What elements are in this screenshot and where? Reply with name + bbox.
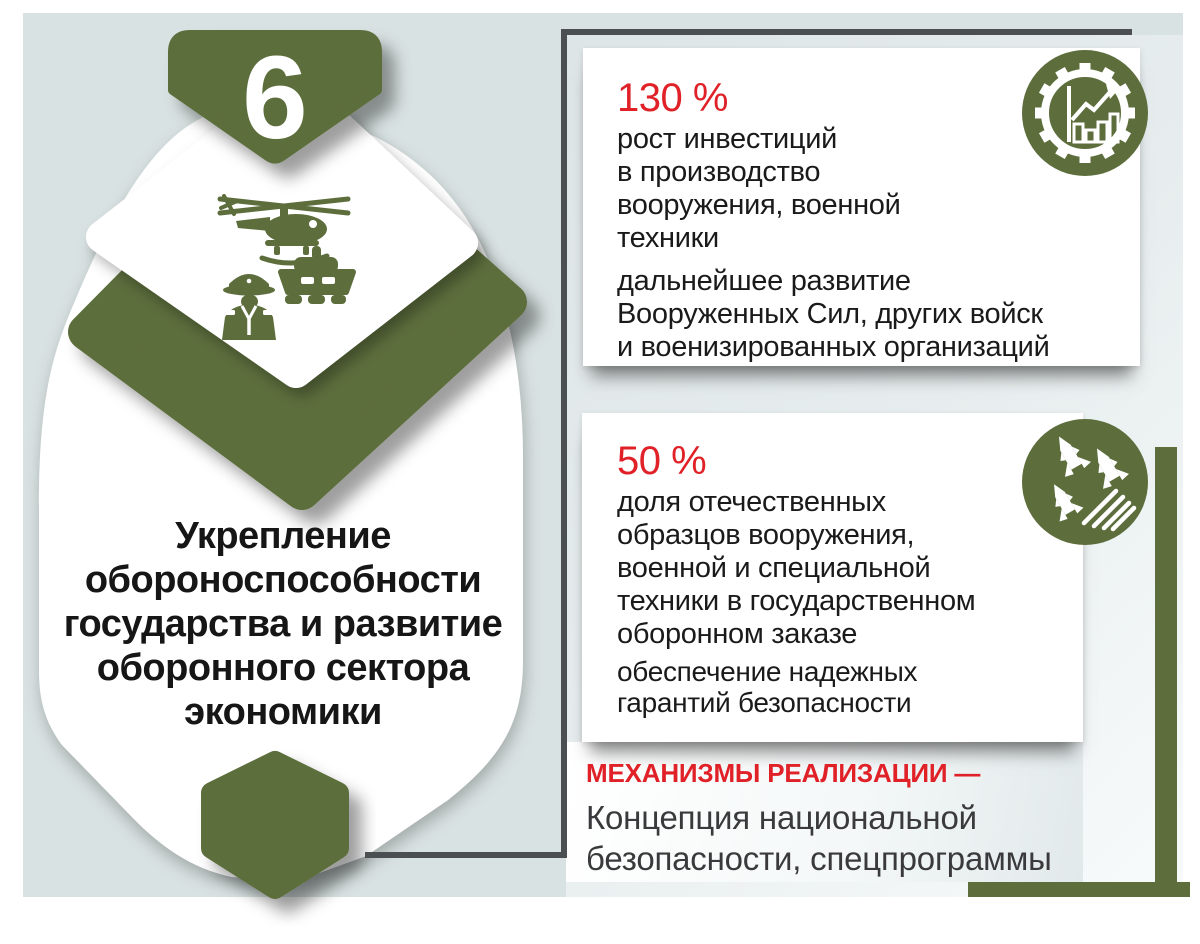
stat-line: вооружения, военной xyxy=(617,189,901,221)
footer-line: Концепция национальной xyxy=(586,799,977,836)
stat-line: в производство xyxy=(617,156,821,188)
stat-line: техники в государственном xyxy=(617,585,976,617)
desc-line: обеспечение надежных xyxy=(617,656,918,687)
title-line: обороноспособности xyxy=(84,559,482,601)
desc-line: дальнейшее развитие xyxy=(617,265,911,297)
stat-text: рост инвестиций в производство вооружени… xyxy=(617,123,1140,255)
title-line: экономики xyxy=(184,691,382,733)
stat-line: оборонном заказе xyxy=(617,618,858,650)
stat-line: доля отечественных xyxy=(617,486,886,518)
card-description: обеспечение надежных гарантий безопаснос… xyxy=(617,656,1083,718)
stat-value: 50 % xyxy=(617,439,707,483)
desc-line: гарантий безопасности xyxy=(617,687,912,718)
bottom-hexagon xyxy=(201,751,349,899)
stat-card-investments: 130 % рост инвестиций в производство воо… xyxy=(583,48,1140,366)
bracket-line-top xyxy=(561,29,1132,35)
officer-icon xyxy=(222,274,276,340)
desc-line: Вооруженных Сил, других войск xyxy=(617,298,1043,330)
missiles-icon xyxy=(1022,419,1148,545)
bracket-line-left xyxy=(561,29,567,858)
footer-background xyxy=(566,742,1083,882)
stat-line: рост инвестиций xyxy=(617,123,838,155)
accent-bar-horizontal xyxy=(968,882,1190,897)
accent-bar-vertical xyxy=(1155,447,1177,897)
stat-line: образцов вооружения, xyxy=(617,519,915,551)
footer-heading: МЕХАНИЗМЫ РЕАЛИЗАЦИИ — xyxy=(586,758,981,788)
stat-line: техники xyxy=(617,222,719,254)
mechanisms-footer: МЕХАНИЗМЫ РЕАЛИЗАЦИИ — Концепция национа… xyxy=(586,757,1086,879)
footer-line: безопасности, спецпрограммы xyxy=(586,840,1052,877)
tank-icon xyxy=(278,246,356,304)
card-description: дальнейшее развитие Вооруженных Сил, дру… xyxy=(617,265,1140,364)
main-title: Укрепление обороноспособности государств… xyxy=(38,514,528,734)
title-line: государства и развитие xyxy=(63,603,503,645)
bracket-line-tail xyxy=(365,852,566,858)
stat-text: доля отечественных образцов вооружения, … xyxy=(617,486,1083,651)
footer-text: Концепция национальной безопасности, спе… xyxy=(586,797,1086,879)
shield-number: 6 xyxy=(242,32,308,164)
stat-card-domestic-share: 50 % доля отечественных образцов вооруже… xyxy=(582,413,1083,742)
stat-value: 130 % xyxy=(617,76,728,120)
title-line: Укрепление xyxy=(175,515,391,557)
desc-line: и военизированных организаций xyxy=(617,331,1050,363)
military-icons xyxy=(217,194,356,340)
title-line: оборонного сектора xyxy=(96,647,470,689)
number-shield: 6 xyxy=(168,30,382,164)
gear-growth-chart-icon xyxy=(1022,50,1148,176)
stat-line: военной и специальной xyxy=(617,552,931,584)
